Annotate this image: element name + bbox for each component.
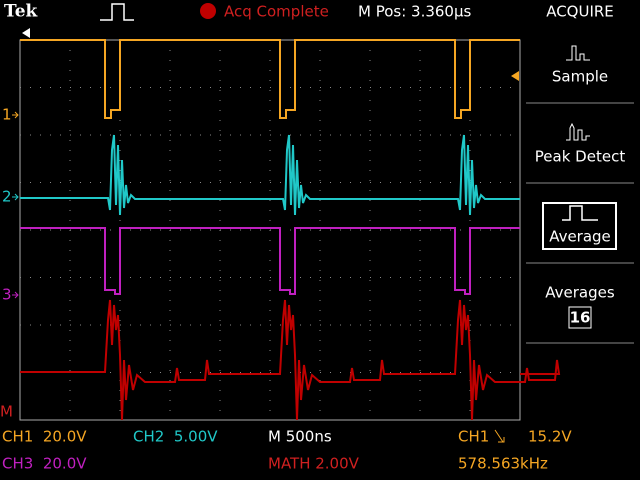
- menu-title: ACQUIRE: [546, 3, 614, 21]
- math-trace: [20, 299, 561, 421]
- math-marker: M: [0, 403, 13, 421]
- average-icon: [562, 205, 598, 221]
- selected-box[interactable]: [542, 202, 617, 250]
- ch3-trace: [20, 227, 520, 295]
- ch3-marker: 3: [2, 286, 12, 304]
- waveforms: [20, 39, 561, 421]
- trigger-icon: [100, 3, 134, 21]
- peak-icon: [566, 122, 590, 141]
- averages-box: [568, 306, 592, 329]
- ch3-scale: CH3 20.0V: [2, 455, 87, 473]
- menu-item[interactable]: Average: [549, 228, 611, 246]
- averages-label[interactable]: Averages: [545, 284, 615, 302]
- sample-icon: [566, 45, 590, 61]
- ch1-trace: [20, 39, 520, 119]
- menu-item[interactable]: Peak Detect: [535, 148, 626, 166]
- position: M Pos: 3.360µs: [358, 3, 472, 21]
- arrow: [12, 193, 19, 201]
- arrow: [12, 291, 19, 299]
- ch2-scale: CH2 5.00V: [133, 428, 218, 446]
- ch2-marker: 2: [2, 188, 12, 206]
- arrow: [12, 111, 19, 119]
- menu-item[interactable]: Sample: [552, 68, 608, 86]
- frequency: 578.563kHz: [458, 455, 548, 473]
- ch1-marker: 1: [2, 106, 12, 124]
- trigger-slope: [494, 429, 505, 443]
- position-marker: [22, 28, 30, 38]
- graticule: [19, 39, 521, 421]
- status: Acq Complete: [224, 3, 329, 21]
- menu-separators: [526, 102, 634, 344]
- status-dot: [200, 3, 216, 19]
- math-scale: MATH 2.00V: [268, 455, 360, 473]
- trigger-level: 15.2V: [528, 428, 572, 446]
- trigger-level-marker: [511, 71, 519, 81]
- brand: Tek: [4, 2, 39, 22]
- trigger-source: CH1: [458, 428, 489, 446]
- timebase: M 500ns: [268, 428, 332, 446]
- ch2-trace: [20, 134, 520, 216]
- ch1-scale: CH1 20.0V: [2, 428, 87, 446]
- averages-value[interactable]: 16: [570, 309, 591, 327]
